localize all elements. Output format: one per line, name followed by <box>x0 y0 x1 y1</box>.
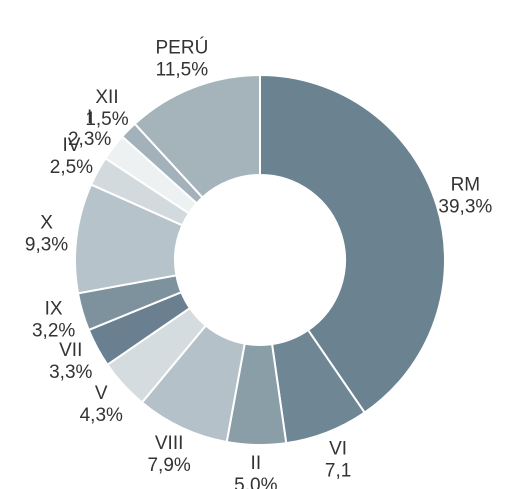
value-label: 4,3% <box>80 405 123 426</box>
slice-label: IX <box>45 298 63 319</box>
value-label: 11,5% <box>156 60 209 81</box>
value-label: 3,3% <box>49 362 92 383</box>
value-label: 39,3% <box>438 196 492 217</box>
slice-label: X <box>40 212 53 233</box>
value-label: 2,5% <box>50 157 93 178</box>
slice-label: IV <box>62 135 80 156</box>
slice-label: XII <box>95 87 118 108</box>
slice-label: VIII <box>155 433 184 454</box>
value-label: 2,3% <box>68 129 111 150</box>
value-label: 1,5% <box>85 109 128 130</box>
slice-label: RM <box>451 174 481 195</box>
value-label: 3,2% <box>32 320 75 341</box>
slice-label: VII <box>59 340 82 361</box>
slice-label: V <box>95 383 108 404</box>
donut-slice <box>259 73 446 414</box>
value-label: 7,9% <box>147 455 190 476</box>
slice-label: PERÚ <box>156 37 209 59</box>
value-label: 9,3% <box>25 234 68 255</box>
slice-label: I <box>87 107 92 128</box>
value-label: 7,1 <box>325 460 351 481</box>
slice-label: VI <box>329 438 347 459</box>
slice-label: II <box>251 453 262 474</box>
donut-slice <box>133 73 261 199</box>
value-label: 5,0% <box>234 475 277 489</box>
